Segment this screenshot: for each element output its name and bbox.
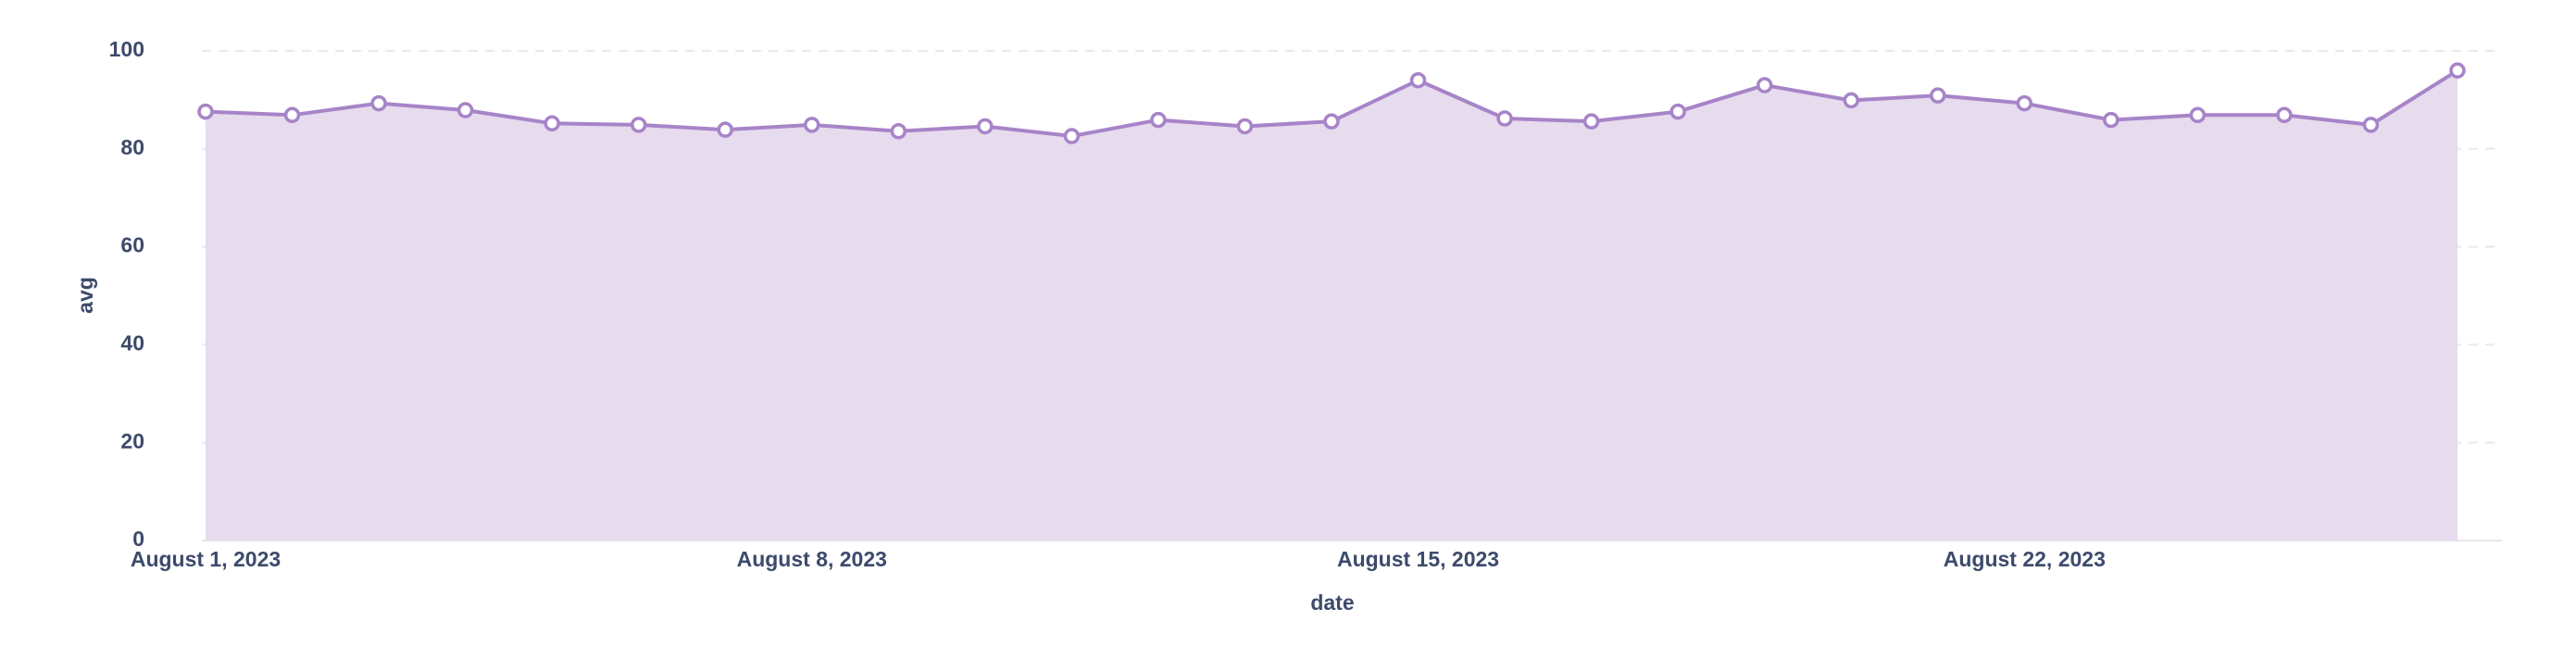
point bbox=[804, 117, 820, 133]
point bbox=[717, 121, 733, 138]
point bbox=[283, 106, 301, 124]
y-axis-label: avg bbox=[73, 277, 97, 314]
y-tick-label: 0 bbox=[132, 527, 144, 551]
point bbox=[1323, 113, 1340, 130]
x-tick-label: August 15, 2023 bbox=[1337, 547, 1499, 571]
point bbox=[1756, 77, 1773, 93]
point bbox=[2103, 111, 2120, 129]
point bbox=[890, 123, 907, 140]
x-tick-label: August 1, 2023 bbox=[131, 547, 281, 571]
point bbox=[1236, 118, 1254, 135]
y-tick-label: 20 bbox=[120, 429, 144, 453]
point bbox=[544, 115, 560, 132]
point bbox=[1409, 71, 1427, 89]
point bbox=[1150, 111, 1167, 129]
point bbox=[1669, 103, 1686, 120]
point bbox=[2189, 106, 2207, 124]
point bbox=[2016, 94, 2033, 112]
x-tick-label: August 22, 2023 bbox=[1944, 547, 2106, 571]
y-tick-label: 60 bbox=[120, 233, 144, 257]
point bbox=[1930, 87, 1946, 104]
y-tick-label: 80 bbox=[120, 135, 144, 159]
y-tick-label: 100 bbox=[109, 37, 144, 61]
point bbox=[197, 103, 214, 120]
point bbox=[2276, 106, 2293, 124]
point bbox=[977, 118, 994, 135]
point bbox=[370, 94, 387, 112]
point bbox=[2362, 117, 2380, 133]
y-tick-label: 40 bbox=[120, 330, 144, 354]
point bbox=[1582, 113, 1600, 130]
point bbox=[630, 117, 647, 133]
x-tick-label: August 8, 2023 bbox=[737, 547, 887, 571]
point bbox=[1843, 92, 1859, 109]
x-axis-label: date bbox=[1310, 591, 1354, 615]
area bbox=[206, 70, 2457, 541]
point bbox=[2449, 62, 2466, 79]
point bbox=[456, 102, 474, 118]
point bbox=[1496, 110, 1513, 127]
point bbox=[1063, 128, 1081, 144]
